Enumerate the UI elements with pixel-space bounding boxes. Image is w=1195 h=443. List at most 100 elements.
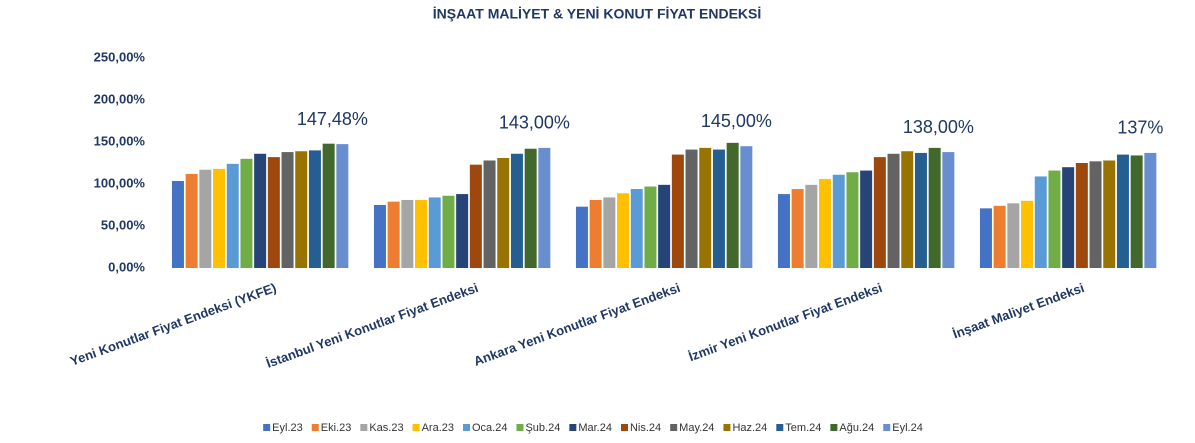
- bar: [860, 170, 873, 268]
- legend: Eyl.23 Eki.23 Kas.23 Ara.23 Oca.24 Şub.24 Mar.…: [263, 422, 923, 434]
- legend-label: Şub.24: [525, 422, 560, 434]
- legend-label: Ara.23: [422, 422, 454, 434]
- value-label: 143,00%: [499, 113, 570, 133]
- bar: [777, 194, 790, 268]
- bar: [336, 144, 349, 268]
- bar: [524, 148, 537, 268]
- legend-swatch: [830, 424, 838, 431]
- bar: [387, 201, 400, 268]
- legend-label: Nis.24: [630, 422, 661, 434]
- bar: [1089, 161, 1102, 268]
- legend-swatch: [883, 424, 891, 431]
- legend-label: Haz.24: [732, 422, 767, 434]
- bar: [295, 151, 308, 268]
- bar: [644, 186, 657, 268]
- bar: [589, 199, 602, 268]
- legend-swatch: [463, 424, 470, 431]
- bar: [873, 157, 886, 268]
- bar: [575, 206, 588, 268]
- bar: [658, 184, 671, 268]
- bar: [942, 152, 955, 268]
- legend-swatch: [776, 424, 784, 431]
- bar: [699, 147, 712, 268]
- legend-swatch: [569, 424, 577, 431]
- bar: [281, 152, 294, 268]
- legend-swatch: [263, 424, 271, 431]
- bar: [617, 193, 630, 268]
- legend-label: Eyl.23: [272, 422, 303, 434]
- legend-swatch: [670, 424, 678, 431]
- bar: [322, 143, 335, 268]
- value-label: 137%: [1117, 118, 1163, 138]
- y-tick-label: 100,00%: [94, 175, 146, 190]
- legend-label: Eyl.24: [892, 422, 923, 434]
- bar: [1103, 160, 1116, 268]
- bar: [213, 168, 226, 268]
- legend-swatch: [516, 424, 524, 431]
- bar: [199, 169, 212, 268]
- bar: [456, 194, 469, 268]
- bar: [267, 157, 280, 268]
- legend-label: Tem.24: [785, 422, 821, 434]
- legend-label: Mar.24: [578, 422, 612, 434]
- legend-swatch: [311, 424, 319, 431]
- y-tick-label: 50,00%: [101, 217, 146, 232]
- bar: [442, 195, 455, 268]
- legend-label: Ağu.24: [839, 422, 874, 434]
- bar: [805, 184, 818, 268]
- bar: [1034, 176, 1047, 268]
- legend-label: Eki.23: [321, 422, 352, 434]
- bar: [979, 208, 992, 268]
- bar: [1130, 155, 1143, 268]
- bar: [428, 197, 441, 268]
- bar: [901, 151, 914, 268]
- bar: [538, 147, 551, 268]
- legend-swatch: [412, 424, 420, 431]
- y-tick-label: 250,00%: [94, 49, 146, 64]
- x-tick-label: Yeni Konutlar Fiyat Endeksi (YKFE): [68, 280, 278, 369]
- legend-swatch: [723, 424, 731, 431]
- bar: [226, 163, 239, 268]
- bar: [240, 158, 253, 268]
- x-tick-label: İstanbul Yeni Konutlar Fiyat Endeksi: [264, 280, 480, 371]
- bar: [469, 164, 482, 268]
- legend-label: Oca.24: [472, 422, 507, 434]
- bar: [1021, 200, 1034, 268]
- bar: [928, 147, 941, 268]
- y-tick-label: 0,00%: [108, 259, 145, 274]
- legend-swatch: [620, 424, 628, 431]
- bar: [671, 154, 684, 268]
- bar: [740, 146, 753, 268]
- legend-label: Kas.23: [369, 422, 403, 434]
- bar: [1007, 203, 1020, 268]
- value-label: 138,00%: [903, 117, 974, 137]
- value-label: 147,48%: [297, 109, 368, 129]
- bar: [887, 153, 900, 268]
- bar: [1075, 163, 1088, 268]
- bar: [993, 205, 1006, 268]
- chart-title: İNŞAAT MALİYET & YENİ KONUT FİYAT ENDEKS…: [433, 6, 762, 22]
- bar: [1116, 154, 1129, 268]
- bar: [832, 174, 845, 268]
- bar: [685, 149, 698, 268]
- y-tick-label: 150,00%: [94, 133, 146, 148]
- bar: [1048, 170, 1061, 268]
- x-tick-label: Ankara Yeni Konutlar Fiyat Endeksi: [472, 280, 683, 369]
- bar: [1144, 152, 1157, 268]
- x-tick-label: İzmir Yeni Konutlar Fiyat Endeksi: [686, 280, 884, 364]
- bar: [712, 149, 725, 268]
- bar: [914, 152, 927, 268]
- x-tick-label: İnşaat Maliyet Endeksi: [951, 280, 1086, 342]
- bar: [483, 160, 496, 268]
- bar: [819, 178, 832, 268]
- value-label: 145,00%: [701, 111, 772, 131]
- bar: [846, 172, 859, 268]
- bar: [254, 153, 267, 268]
- bar: [373, 205, 386, 268]
- bar: [171, 180, 184, 268]
- bar: [603, 197, 616, 268]
- bar: [185, 173, 198, 268]
- bar: [510, 153, 523, 268]
- legend-swatch: [360, 424, 368, 431]
